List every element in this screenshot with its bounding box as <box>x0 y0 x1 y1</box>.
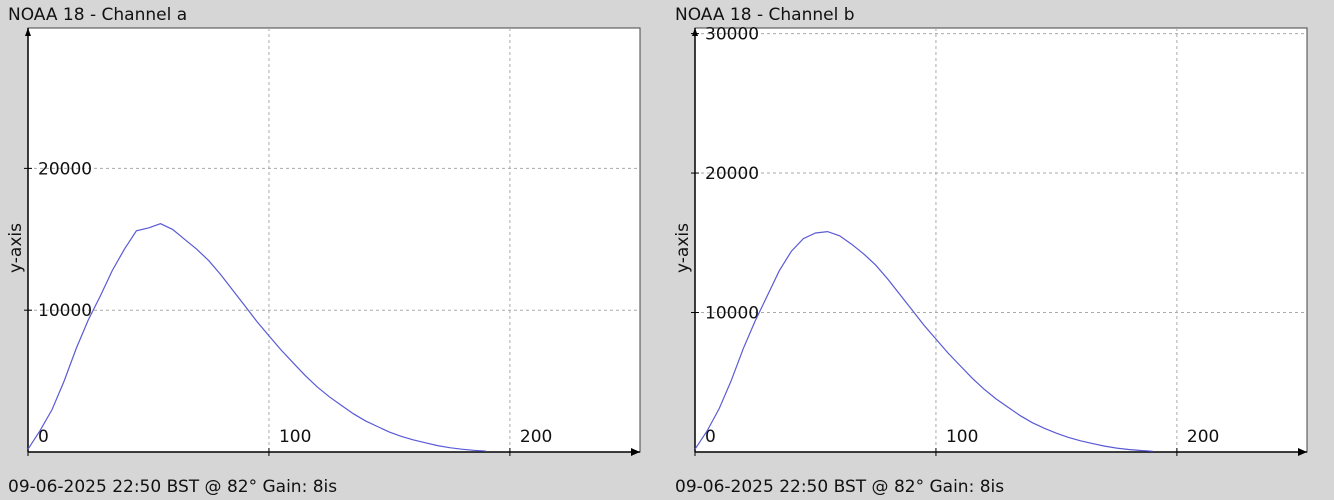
y-axis-arrow <box>25 28 31 36</box>
y-tick-label: 20000 <box>705 164 759 184</box>
plot-area <box>27 27 641 453</box>
x-tick-label: 200 <box>520 427 552 447</box>
chart: NOAA 18 - Channel a 09-06-2025 22:50 BST … <box>6 5 641 497</box>
footer: 09-06-2025 22:50 BST @ 82° Gain: 8is <box>675 477 1004 497</box>
x-tick-label: 200 <box>1187 427 1219 447</box>
y-axis-label: y-axis <box>673 223 693 273</box>
chart-title: NOAA 18 - Channel b <box>675 5 855 25</box>
footer: 09-06-2025 22:50 BST @ 82° Gain: 8is <box>8 477 337 497</box>
data-line <box>694 230 1153 452</box>
y-tick-label: 10000 <box>38 301 92 321</box>
x-axis-arrow <box>631 448 640 456</box>
x-axis-arrow <box>1298 448 1307 456</box>
chart: NOAA 18 - Channel b 09-06-2025 22:50 BST … <box>673 5 1308 497</box>
x-tick-label: 0 <box>705 427 716 447</box>
x-tick-label: 0 <box>38 427 49 447</box>
y-tick-label: 10000 <box>705 304 759 324</box>
x-tick-label: 100 <box>946 427 978 447</box>
y-axis-label: y-axis <box>6 223 26 273</box>
plot-area <box>694 27 1308 453</box>
y-axis-arrow <box>692 28 698 36</box>
y-tick-label: 20000 <box>38 159 92 179</box>
chart-title: NOAA 18 - Channel a <box>8 5 187 25</box>
x-tick-label: 100 <box>279 427 311 447</box>
data-line <box>27 223 486 452</box>
y-tick-label: 30000 <box>705 25 759 45</box>
